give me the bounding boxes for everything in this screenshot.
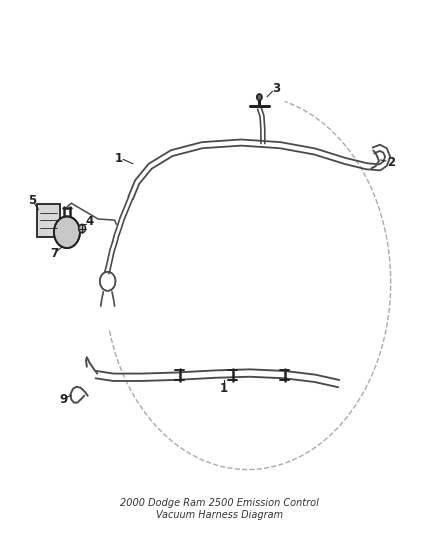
Text: 7: 7 (50, 247, 58, 260)
Text: 2: 2 (386, 156, 394, 168)
Text: 1: 1 (219, 382, 227, 395)
Circle shape (78, 224, 85, 233)
Circle shape (54, 216, 80, 248)
Circle shape (256, 94, 261, 100)
Text: 9: 9 (59, 393, 67, 406)
Text: 2000 Dodge Ram 2500 Emission Control
Vacuum Harness Diagram: 2000 Dodge Ram 2500 Emission Control Vac… (120, 498, 318, 520)
Text: 1: 1 (115, 152, 123, 165)
Text: 5: 5 (28, 194, 36, 207)
FancyBboxPatch shape (37, 204, 60, 237)
Text: 3: 3 (272, 82, 280, 95)
Text: 4: 4 (85, 215, 93, 228)
